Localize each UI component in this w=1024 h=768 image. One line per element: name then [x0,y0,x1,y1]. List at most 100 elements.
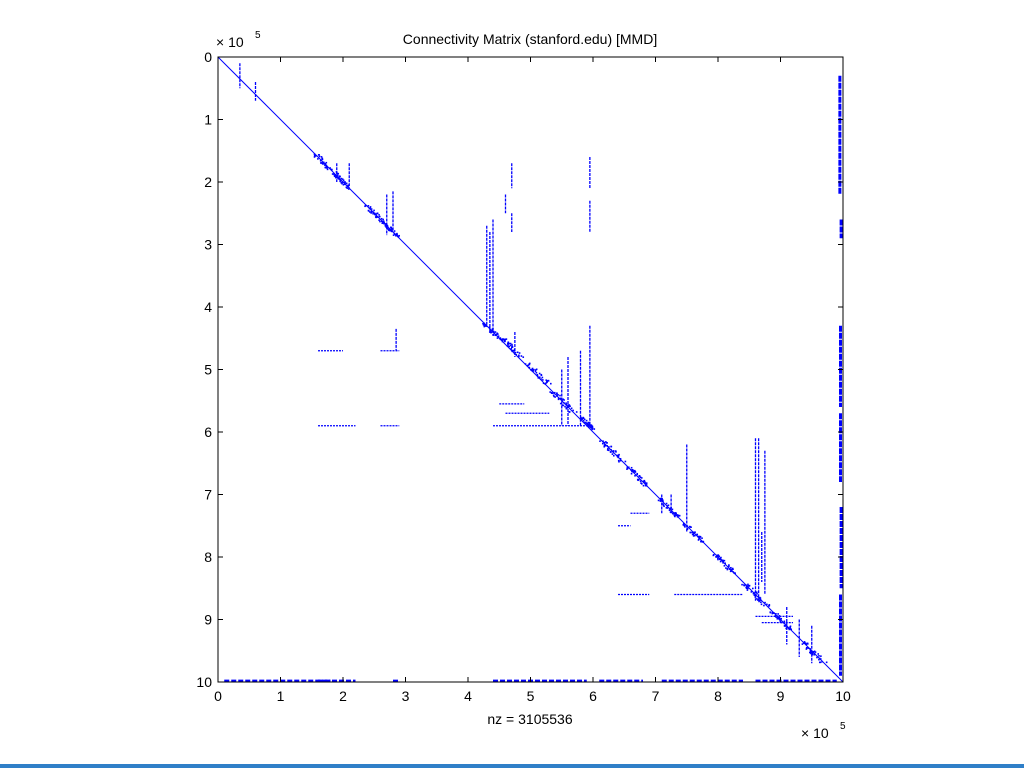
nonzero-point [684,525,686,527]
nonzero-point [559,402,562,405]
nonzero-point [722,560,724,563]
nonzero-point [347,188,350,190]
nonzero-point [382,220,384,223]
nonzero-point [723,559,726,562]
nonzero-point [645,482,648,484]
nonzero-point [624,460,627,463]
nonzero-point [340,177,343,180]
nonzero-point [639,480,642,482]
nonzero-point [663,505,665,508]
nonzero-point [364,204,367,207]
nonzero-point [335,176,337,179]
nonzero-point [693,531,695,534]
nonzero-point [380,220,383,223]
nonzero-point [370,210,373,212]
nonzero-point [616,455,619,458]
nonzero-point [325,167,327,169]
nonzero-point [323,164,326,166]
nonzero-point [760,601,762,604]
nonzero-point [536,375,539,378]
nonzero-point [805,643,808,646]
nonzero-point [783,624,786,627]
nonzero-point [634,474,636,477]
nonzero-point [383,222,385,225]
nonzero-point [617,459,620,462]
nonzero-point [609,451,612,453]
nonzero-point [783,620,786,623]
nonzero-point [496,332,499,335]
nonzero-point [373,213,376,215]
nonzero-point [499,338,502,341]
nonzero-point [606,449,609,451]
nonzero-point [396,233,398,236]
diagonal-cluster [657,497,681,518]
nonzero-point [515,354,518,356]
nonzero-point [813,650,816,653]
nonzero-point [631,470,634,473]
nonzero-point [764,601,766,604]
nonzero-point [387,228,390,230]
nonzero-point [677,515,680,517]
y-tick-label: 5 [204,362,212,378]
nonzero-point [813,653,816,656]
nonzero-point [341,178,344,180]
nonzero-point [491,328,494,331]
nonzero-point [325,161,328,164]
nonzero-point [672,512,674,515]
x-axis-label: nz = 3105536 [487,711,572,727]
nonzero-point [675,514,677,516]
nonzero-point [557,394,559,396]
nonzero-point [557,397,560,400]
nonzero-point [788,628,791,631]
x-tick-label: 3 [402,688,410,704]
nonzero-point [321,162,324,165]
nonzero-point [538,372,541,375]
nonzero-point [314,155,316,157]
nonzero-point [771,612,774,615]
nonzero-point [726,567,729,570]
nonzero-point [601,442,604,445]
nonzero-point [633,469,636,472]
nonzero-point [818,661,821,664]
nonzero-point [326,168,329,171]
nonzero-point [610,448,612,451]
nonzero-point [389,229,392,232]
nonzero-point [372,212,374,215]
diagonal-cluster [741,583,771,607]
nonzero-point [697,535,699,538]
nonzero-point [492,331,494,333]
nonzero-point [659,497,662,500]
nonzero-point [378,219,380,222]
nonzero-point [339,178,342,181]
nonzero-point [632,471,635,473]
nonzero-point [778,614,781,617]
nonzero-point [565,407,568,410]
nonzero-point [682,524,685,526]
nonzero-point [820,655,822,657]
nonzero-point [559,397,562,400]
nonzero-point [689,526,692,528]
diagonal-cluster [599,440,627,463]
nonzero-point [730,568,732,571]
nonzero-point [712,554,715,557]
nonzero-point [642,484,645,487]
nonzero-point [741,583,743,586]
nonzero-point [378,214,380,216]
nonzero-point [751,587,754,590]
nonzero-point [564,405,566,408]
nonzero-point [397,236,400,238]
nonzero-point [747,584,749,587]
nonzero-point [395,234,397,237]
nonzero-point [752,592,755,595]
nonzero-point [554,396,556,398]
nonzero-point [531,367,534,370]
nonzero-point [508,342,510,345]
nonzero-point [812,651,815,653]
nonzero-point [318,154,320,156]
nonzero-point [382,218,384,221]
nonzero-point [755,591,758,594]
nonzero-point [746,587,748,590]
nonzero-point [385,224,388,227]
nonzero-point [511,349,513,352]
x-tick-label: 8 [714,688,722,704]
